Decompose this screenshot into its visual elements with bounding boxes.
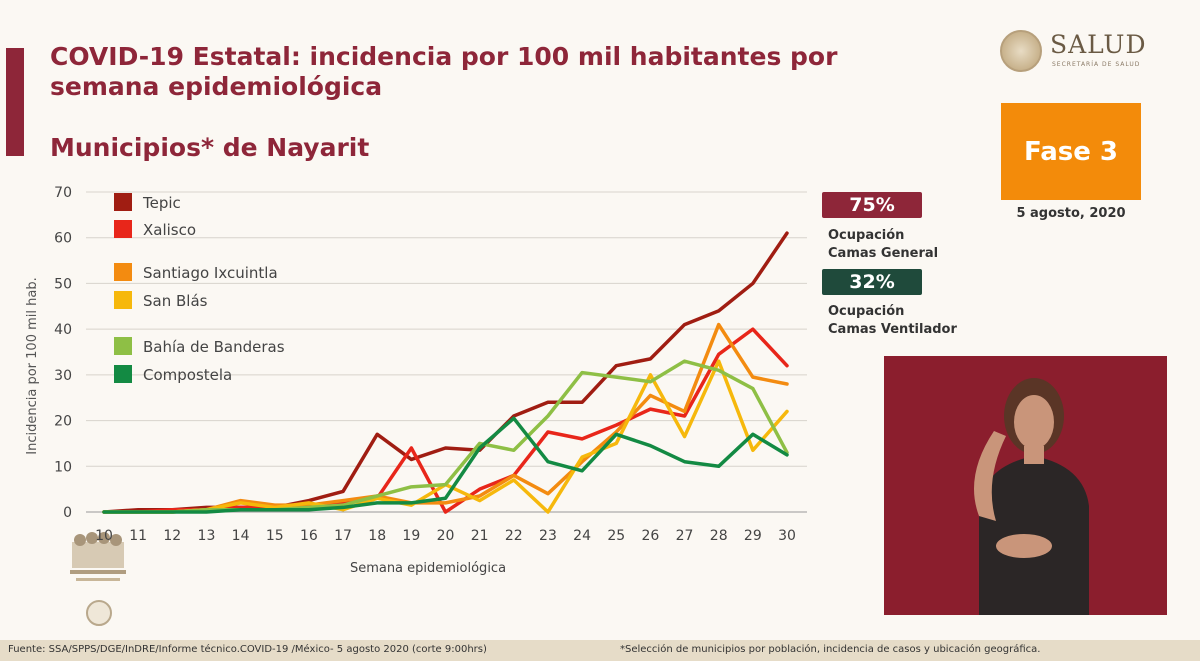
legend-label: San Blás bbox=[143, 292, 208, 310]
footer-bar: Fuente: SSA/SPPS/DGE/InDRE/Informe técni… bbox=[0, 640, 1200, 661]
incidence-line-chart: 0 10 20 30 40 50 60 70 10 11 12 13 14 15 16 17 18 19 20 21… bbox=[25, 185, 807, 576]
x-tick-label: 23 bbox=[539, 528, 557, 544]
legend-swatch bbox=[114, 263, 132, 281]
chart-series bbox=[102, 231, 789, 514]
legend-swatch bbox=[114, 337, 132, 355]
chart-subtitle: Municipios* de Nayarit bbox=[50, 133, 370, 162]
logo-word: SALUD bbox=[1050, 30, 1147, 59]
x-tick-label: 22 bbox=[505, 528, 523, 544]
x-tick-label: 11 bbox=[129, 528, 147, 544]
x-tick-label: 16 bbox=[300, 528, 318, 544]
occupancy-general-badge: 75% bbox=[822, 192, 922, 218]
x-tick-label: 14 bbox=[232, 528, 250, 544]
phase-badge: Fase 3 bbox=[1001, 103, 1141, 200]
legend-label: Compostela bbox=[143, 366, 232, 384]
selection-note: *Selección de municipios por población, … bbox=[620, 644, 1041, 655]
occupancy-general-label: Ocupación Camas General bbox=[828, 228, 939, 261]
y-tick-label: 0 bbox=[63, 505, 72, 521]
legend-swatch bbox=[114, 291, 132, 309]
title-accent-bar bbox=[6, 48, 24, 156]
legend-swatch bbox=[114, 220, 132, 238]
x-tick-label: 28 bbox=[710, 528, 728, 544]
x-tick-label: 25 bbox=[607, 528, 625, 544]
x-tick-label: 10 bbox=[95, 528, 113, 544]
legend-swatch bbox=[114, 193, 132, 211]
y-tick-label: 30 bbox=[54, 368, 72, 384]
x-tick-label: 27 bbox=[676, 528, 694, 544]
x-axis-label: Semana epidemiológica bbox=[350, 561, 506, 576]
report-date: 5 agosto, 2020 bbox=[1016, 206, 1126, 221]
legend-label: Tepic bbox=[142, 194, 181, 212]
x-tick-label: 12 bbox=[163, 528, 181, 544]
legend-label: Bahía de Banderas bbox=[143, 338, 285, 356]
y-tick-label: 40 bbox=[54, 322, 72, 338]
y-axis-label: Incidencia por 100 mil hab. bbox=[25, 277, 40, 454]
occupancy-ventilator-badge: 32% bbox=[822, 269, 922, 295]
small-seal-icon bbox=[86, 600, 112, 626]
legend-swatch bbox=[114, 365, 132, 383]
x-tick-label: 15 bbox=[266, 528, 284, 544]
x-tick-label: 26 bbox=[641, 528, 659, 544]
y-tick-label: 70 bbox=[54, 185, 72, 201]
chart-legend: Tepic Xalisco Santiago Ixcuintla San Blás Ba… bbox=[114, 193, 285, 384]
y-tick-label: 10 bbox=[54, 459, 72, 475]
logo-subtitle: SECRETARÍA DE SALUD bbox=[1052, 61, 1141, 68]
sign-language-interpreter-video bbox=[884, 356, 1167, 615]
legend-label: Santiago Ixcuintla bbox=[143, 264, 278, 282]
x-tick-label: 21 bbox=[471, 528, 489, 544]
legend-label: Xalisco bbox=[143, 221, 196, 239]
x-tick-label: 17 bbox=[334, 528, 352, 544]
mexico-seal-icon bbox=[1000, 30, 1042, 72]
occupancy-ventilator-label: Ocupación Camas Ventilador bbox=[828, 304, 957, 337]
x-tick-label: 24 bbox=[573, 528, 591, 544]
y-tick-label: 20 bbox=[54, 414, 72, 430]
x-tick-label: 20 bbox=[437, 528, 455, 544]
series-line bbox=[102, 416, 789, 514]
x-tick-label: 29 bbox=[744, 528, 762, 544]
x-tick-label: 30 bbox=[778, 528, 796, 544]
page-title: COVID-19 Estatal: incidencia por 100 mil… bbox=[50, 42, 838, 101]
x-tick-label: 13 bbox=[198, 528, 216, 544]
interpreter-figure-icon bbox=[974, 378, 1089, 615]
x-tick-label: 18 bbox=[368, 528, 386, 544]
y-tick-label: 60 bbox=[54, 231, 72, 247]
y-axis-ticks: 0 10 20 30 40 50 60 70 bbox=[54, 185, 72, 521]
y-tick-label: 50 bbox=[54, 276, 72, 292]
x-tick-label: 19 bbox=[402, 528, 420, 544]
x-axis-ticks: 10 11 12 13 14 15 16 17 18 19 20 21 22 23 24 25 26 27 28 29… bbox=[95, 528, 796, 544]
historical-emblem-icon bbox=[66, 528, 130, 588]
source-note: Fuente: SSA/SPPS/DGE/InDRE/Informe técni… bbox=[8, 644, 487, 655]
